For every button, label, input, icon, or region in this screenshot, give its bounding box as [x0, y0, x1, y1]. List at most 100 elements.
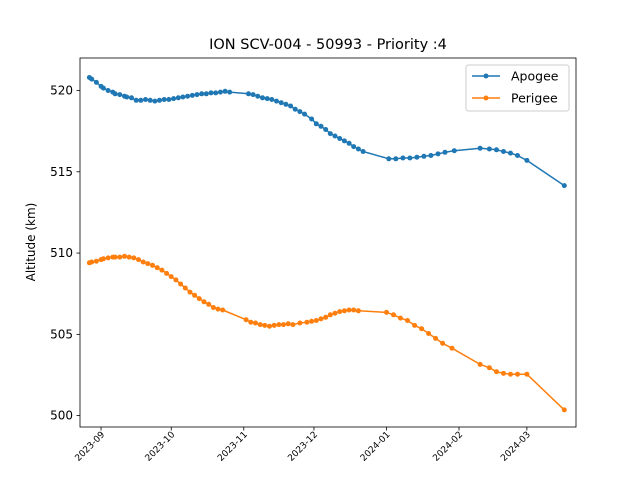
legend: Apogee Perigee — [465, 64, 570, 112]
perigee-legend-marker — [483, 95, 489, 101]
apogee-data-point — [93, 79, 99, 85]
apogee-data-point — [302, 111, 308, 117]
perigee-data-point — [327, 312, 333, 318]
apogee-data-point — [117, 92, 123, 98]
apogee-data-point — [105, 88, 111, 93]
perigee-data-point — [136, 257, 141, 263]
perigee-data-point — [346, 307, 352, 313]
perigee-data-point — [271, 322, 277, 328]
apogee-data-point — [89, 76, 95, 82]
perigee-data-point — [323, 314, 329, 320]
apogee-data-point — [138, 97, 144, 103]
perigee-data-point — [168, 274, 174, 280]
plot-area — [86, 75, 567, 413]
perigee-data-point — [524, 371, 530, 377]
perigee-data-point — [440, 340, 446, 346]
perigee-data-point — [405, 318, 410, 323]
perigee-data-point — [501, 370, 506, 376]
apogee-legend-marker — [483, 73, 489, 79]
perigee-data-point — [112, 254, 118, 260]
perigee-data-point — [398, 315, 403, 321]
apogee-data-point — [194, 92, 200, 98]
apogee-data-point — [264, 96, 270, 102]
apogee-data-point — [451, 148, 457, 154]
perigee-data-point — [131, 255, 137, 261]
apogee-data-point — [161, 97, 167, 102]
apogee-data-point — [561, 183, 567, 189]
apogee-data-point — [203, 91, 209, 97]
apogee-data-point — [337, 136, 343, 141]
perigee-data-point — [297, 320, 303, 326]
apogee-data-point — [341, 138, 347, 144]
perigee-data-point — [561, 407, 567, 413]
apogee-data-point — [400, 155, 406, 161]
apogee-data-point — [274, 98, 279, 104]
apogee-data-point — [133, 97, 139, 103]
perigee-data-point — [173, 277, 179, 283]
perigee-data-point — [494, 369, 499, 375]
apogee-data-point — [515, 153, 520, 158]
perigee-data-point — [285, 321, 291, 327]
apogee-data-point — [318, 123, 324, 129]
perigee-data-point — [122, 253, 127, 259]
perigee-data-point — [253, 320, 258, 326]
apogee-data-point — [292, 106, 298, 112]
perigee-data-point — [426, 331, 432, 336]
perigee-data-point — [196, 296, 202, 302]
perigee-data-point — [117, 254, 123, 260]
apogee-data-point — [360, 149, 366, 154]
perigee-data-point — [89, 259, 95, 265]
perigee-data-point — [220, 307, 226, 313]
apogee-data-point — [508, 150, 513, 156]
axes-frame — [79, 57, 577, 428]
apogee-data-point — [129, 95, 134, 101]
apogee-data-point — [297, 109, 303, 115]
apogee-data-point — [283, 101, 289, 107]
apogee-data-point — [157, 97, 162, 103]
apogee-data-point — [227, 89, 233, 95]
perigee-data-point — [313, 318, 319, 323]
apogee-data-point — [346, 140, 352, 146]
y-tick-label: 510 — [50, 246, 73, 260]
apogee-data-point — [486, 146, 492, 152]
apogee-data-point — [166, 97, 172, 102]
perigee-data-point — [433, 335, 439, 341]
perigee-data-point — [192, 292, 198, 298]
perigee-data-point — [145, 261, 151, 267]
apogee-data-point — [477, 145, 483, 151]
perigee-data-point — [140, 259, 146, 265]
apogee-data-point — [355, 146, 361, 152]
apogee-data-point — [222, 88, 228, 94]
perigee-data-point — [355, 308, 361, 314]
y-axis-label: Altitude (km) — [24, 203, 38, 282]
apogee-data-point — [309, 116, 315, 122]
apogee-data-point — [185, 93, 191, 99]
apogee-data-point — [189, 92, 195, 98]
perigee-data-point — [164, 270, 170, 276]
apogee-data-point — [175, 95, 181, 101]
apogee-data-point — [100, 85, 106, 91]
apogee-data-point — [124, 94, 130, 100]
perigee-data-point — [276, 322, 282, 328]
perigee-data-point — [337, 309, 343, 315]
perigee-data-point — [290, 322, 296, 328]
apogee-data-point — [278, 100, 284, 106]
apogee-data-point — [414, 154, 420, 160]
apogee-data-point — [351, 144, 357, 150]
perigee-data-point — [341, 308, 347, 314]
y-tick-label: 505 — [50, 327, 73, 341]
perigee-data-point — [187, 289, 193, 295]
perigee-data-point — [215, 306, 221, 312]
apogee-data-point — [332, 133, 338, 139]
apogee-data-point — [442, 149, 448, 155]
apogee-data-point — [428, 153, 434, 158]
perigee-data-point — [182, 285, 188, 291]
apogee-data-point — [494, 147, 499, 153]
apogee-data-point — [393, 156, 399, 162]
apogee-data-point — [152, 98, 158, 104]
perigee-data-point — [206, 301, 212, 307]
apogee-data-point — [421, 153, 427, 159]
y-tick-label: 520 — [50, 84, 73, 98]
perigee-data-point — [100, 256, 106, 262]
